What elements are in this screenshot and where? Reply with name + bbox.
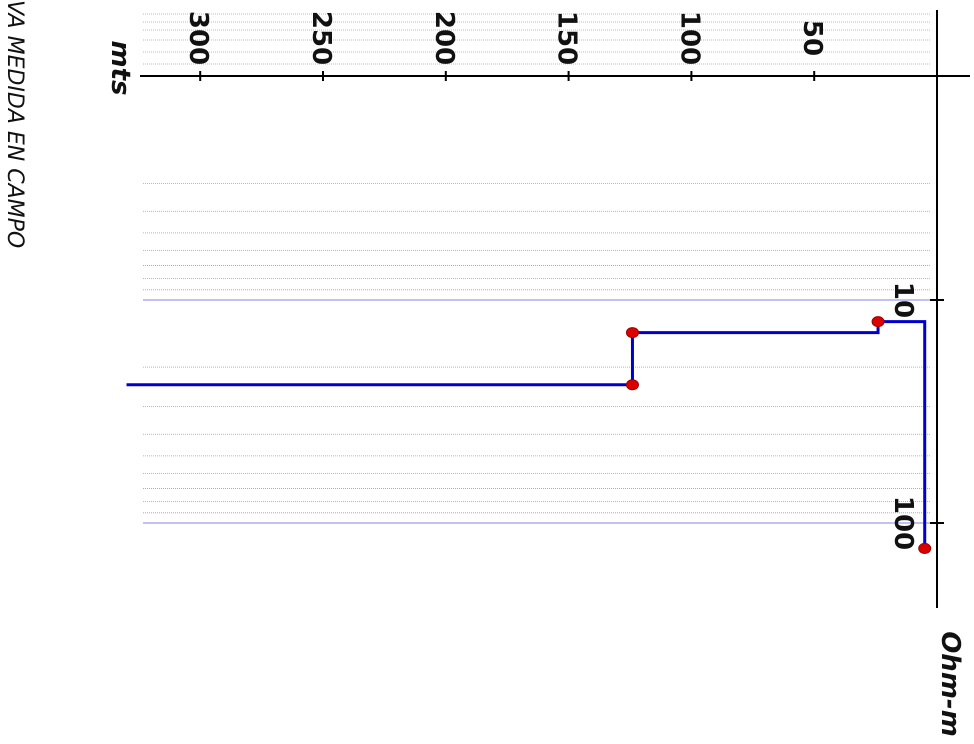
data-marker: [871, 316, 885, 328]
depth-tick-label: 150: [552, 11, 582, 65]
text-layer: VA MEDIDA EN CAMPO mts Ohm-m 50 100 150 200…: [2, 0, 965, 737]
series-layer: [126, 316, 932, 554]
depth-tick-label: 100: [674, 11, 704, 65]
depth-tick-label: 200: [429, 11, 459, 65]
resistivity-tick-label: 10: [888, 282, 918, 318]
resistivity-axis-label: Ohm-m: [935, 631, 965, 737]
depth-tick-label: 250: [306, 11, 336, 65]
data-marker: [625, 379, 639, 391]
grid-lines: [143, 13, 930, 524]
axes: [140, 10, 970, 608]
depth-tick-label: 300: [183, 11, 213, 65]
data-marker: [625, 327, 639, 339]
depth-tick-label: 50: [797, 20, 827, 56]
tick-marks: [199, 71, 944, 524]
chart-title: VA MEDIDA EN CAMPO: [2, 0, 27, 248]
depth-axis-label: mts: [105, 41, 135, 96]
data-marker: [918, 542, 932, 554]
resistivity-tick-label: 100: [888, 496, 918, 550]
series-line: [126, 320, 927, 549]
